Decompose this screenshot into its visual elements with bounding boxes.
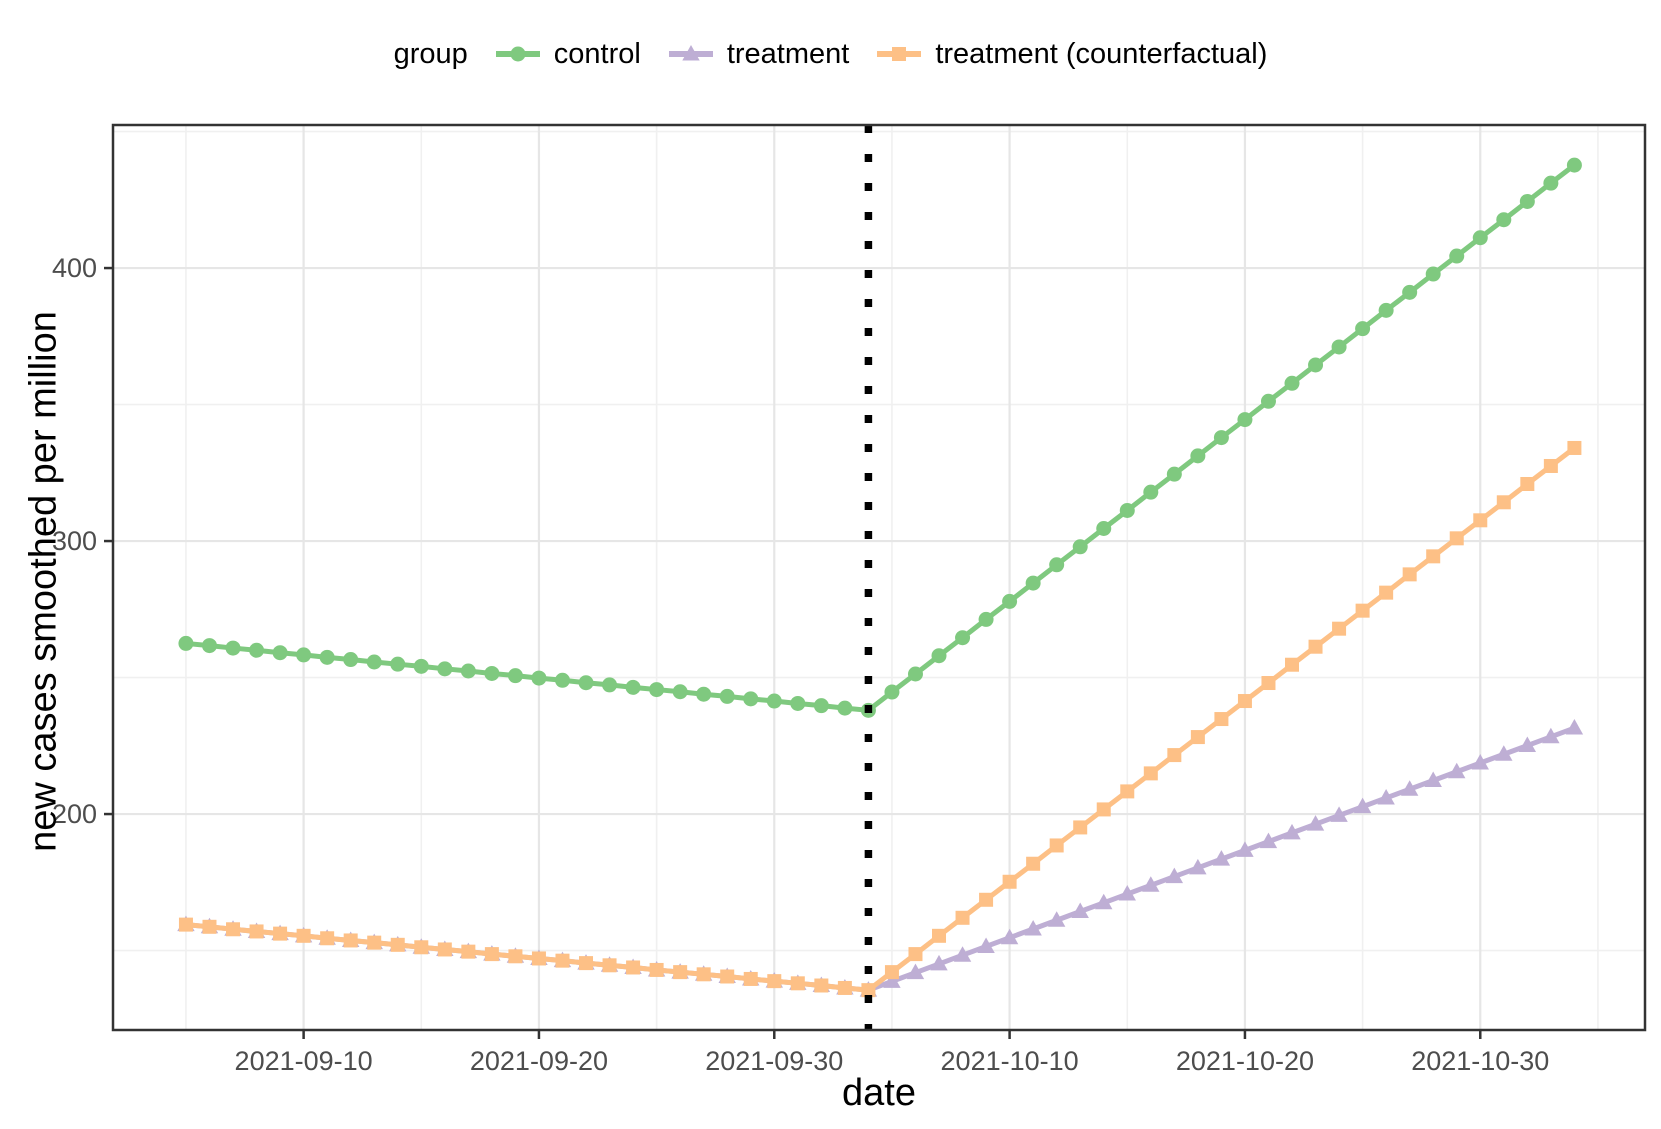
legend-key-triangle-icon bbox=[668, 45, 713, 61]
legend-label: control bbox=[553, 37, 641, 70]
svg-text:400: 400 bbox=[52, 253, 97, 283]
y-axis-title: new cases smoothed per million bbox=[22, 311, 65, 852]
series-circle bbox=[178, 157, 1582, 718]
svg-text:2021-10-30: 2021-10-30 bbox=[1411, 1046, 1549, 1076]
series-square bbox=[178, 440, 1582, 998]
svg-text:2021-10-20: 2021-10-20 bbox=[1176, 1046, 1314, 1076]
legend-title: group bbox=[393, 37, 468, 70]
legend-key-circle-icon bbox=[495, 46, 540, 62]
legend-key-square-icon bbox=[877, 47, 922, 61]
svg-text:2021-09-10: 2021-09-10 bbox=[235, 1046, 373, 1076]
svg-text:2021-10-10: 2021-10-10 bbox=[941, 1046, 1079, 1076]
legend-item-counterfactual: treatment (counterfactual) bbox=[875, 38, 1267, 71]
legend-label: treatment bbox=[726, 37, 850, 70]
legend-label: treatment (counterfactual) bbox=[935, 37, 1268, 70]
x-axis-title: date bbox=[842, 1072, 916, 1114]
legend-item-treatment: treatment bbox=[667, 37, 850, 71]
svg-text:2021-09-20: 2021-09-20 bbox=[470, 1046, 608, 1076]
legend-item-control: control bbox=[494, 38, 641, 71]
series-triangle bbox=[177, 719, 1584, 997]
svg-text:200: 200 bbox=[52, 799, 97, 829]
svg-text:300: 300 bbox=[52, 526, 97, 556]
svg-text:2021-09-30: 2021-09-30 bbox=[705, 1046, 843, 1076]
legend: group control treatment treatment (count… bbox=[0, 26, 1661, 82]
